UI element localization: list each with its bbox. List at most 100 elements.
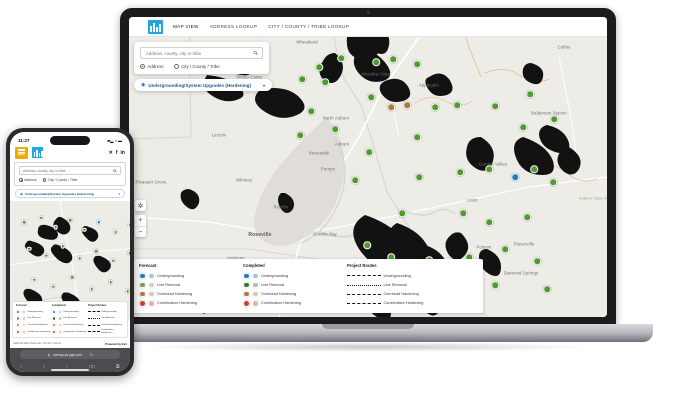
phone-chevron-down-icon[interactable]: ▾ (118, 191, 120, 196)
phone-map-project-marker[interactable] (67, 217, 73, 223)
map-project-marker[interactable] (387, 103, 395, 111)
phone-search-input[interactable] (23, 168, 109, 173)
social-links[interactable]: ✕ f in (109, 150, 125, 156)
phone-map-project-marker[interactable] (125, 289, 130, 294)
map-project-marker[interactable] (501, 245, 509, 253)
phone-map-project-marker[interactable] (31, 277, 37, 282)
phone-map-project-marker[interactable] (60, 243, 66, 249)
legend-row[interactable]: Line Removal (347, 280, 477, 289)
phone-map-project-marker[interactable] (89, 286, 94, 292)
phone-map-project-marker[interactable] (113, 229, 118, 235)
map-project-marker[interactable] (530, 165, 538, 173)
tabs-icon[interactable]: ⧉ (115, 363, 120, 370)
phone-pge-logo-icon[interactable] (32, 147, 43, 158)
map-project-marker[interactable] (372, 58, 380, 66)
share-icon[interactable]: ↑ (65, 363, 69, 370)
map-project-marker[interactable] (367, 93, 375, 101)
map-project-marker[interactable] (363, 241, 371, 249)
phone-map-project-marker[interactable] (50, 284, 56, 289)
map-project-marker[interactable] (415, 173, 423, 181)
legend-row[interactable]: Overhead Hardening (243, 290, 347, 299)
search-icon[interactable] (253, 50, 258, 56)
phone-browser-toolbar[interactable]: ‹ › ↑ □□ ⧉ (10, 361, 130, 372)
search-input[interactable] (146, 50, 248, 56)
map-project-marker[interactable] (321, 78, 329, 86)
radio-city-dot[interactable] (173, 64, 179, 69)
phone-map-project-marker[interactable] (127, 222, 130, 228)
nav-address-lookup[interactable]: ADDRESS LOOKUP (209, 24, 258, 29)
map-project-marker[interactable] (485, 218, 493, 226)
phone-legend-row[interactable]: Overhead Hardening (16, 322, 52, 329)
phone-map-project-marker[interactable] (108, 279, 114, 285)
map-project-marker[interactable] (485, 165, 493, 173)
pge-logo-icon[interactable] (148, 20, 163, 34)
phone-legend-row[interactable]: Overhead Hardening (88, 322, 124, 329)
phone-legend-row[interactable]: Line Removal (16, 315, 52, 322)
locate-icon[interactable]: ✲ (137, 202, 144, 210)
phone-map-project-marker[interactable] (127, 251, 130, 256)
nav-map-view[interactable]: MAP VIEW (173, 24, 199, 29)
map-project-marker[interactable] (331, 125, 339, 133)
facebook-icon[interactable]: f (115, 149, 118, 156)
bookmarks-icon[interactable]: □□ (89, 363, 96, 370)
phone-map-project-marker[interactable] (77, 255, 82, 261)
map-project-marker[interactable] (523, 213, 531, 221)
zoom-controls[interactable]: + − (135, 215, 146, 237)
legend-row[interactable]: Undergrounding (139, 271, 243, 280)
map-project-marker[interactable] (298, 75, 306, 83)
phone-map-project-marker[interactable] (70, 274, 75, 280)
legend-row[interactable]: Line Removal (243, 280, 347, 289)
phone-map-project-marker[interactable] (110, 258, 116, 263)
map-project-marker[interactable] (413, 133, 421, 141)
radio-city-county-tribe[interactable]: City / County / Tribe (173, 64, 220, 69)
phone-legend-row[interactable]: Undergrounding (52, 309, 88, 316)
map-project-marker[interactable] (413, 60, 421, 68)
phone-legend-row[interactable]: Undergrounding (88, 309, 124, 316)
legend-row[interactable]: Undergrounding (347, 271, 477, 280)
map-project-marker[interactable] (519, 123, 527, 131)
phone-layer-filter-dropdown[interactable]: ◉ Undergrounding/System Upgrades (Harden… (15, 189, 125, 198)
map-project-marker[interactable] (550, 115, 558, 123)
phone-legend-row[interactable]: Overhead Hardening (52, 322, 88, 329)
phone-radio-city-dot[interactable] (42, 178, 47, 182)
map-project-marker[interactable] (398, 209, 406, 217)
map-project-marker[interactable] (307, 107, 315, 115)
phone-radio-city[interactable]: City / County / Tribe (42, 178, 77, 182)
phone-map-project-marker[interactable] (94, 248, 99, 254)
map-project-marker[interactable] (533, 257, 541, 265)
phone-map-project-marker[interactable] (38, 215, 44, 220)
map-project-marker[interactable] (403, 101, 411, 109)
map-project-marker[interactable] (337, 54, 345, 62)
map-project-marker[interactable] (549, 178, 557, 186)
layer-filter-dropdown[interactable]: ◉ Undergrounding/System Upgrades (Harden… (134, 79, 272, 91)
phone-map-project-marker[interactable] (82, 227, 87, 232)
map-project-marker[interactable] (365, 148, 373, 156)
map-project-marker[interactable] (389, 55, 397, 63)
nav-city-county-tribe-lookup[interactable]: CITY / COUNTY / TRIBE LOOKUP (268, 24, 350, 29)
phone-search-row[interactable] (19, 166, 121, 175)
map-project-marker[interactable] (511, 173, 519, 181)
map-project-marker[interactable] (351, 176, 359, 184)
phone-search-icon[interactable] (113, 168, 117, 173)
zoom-in-button[interactable]: + (138, 217, 143, 224)
legend-row[interactable]: Overhead Hardening (139, 290, 243, 299)
map-project-marker[interactable] (543, 285, 551, 293)
map-project-marker[interactable] (491, 102, 499, 110)
phone-map-canvas[interactable] (10, 201, 130, 320)
legend-row[interactable]: Combination Hardening (139, 299, 243, 308)
legend-row[interactable]: Undergrounding (243, 271, 347, 280)
linkedin-icon[interactable]: in (120, 149, 125, 156)
phone-legend-row[interactable]: Combination Hardening (88, 328, 124, 335)
phone-map-project-marker[interactable] (96, 220, 102, 225)
forward-icon[interactable]: › (43, 363, 45, 370)
map-project-marker[interactable] (453, 101, 461, 109)
x-icon[interactable]: ✕ (108, 149, 113, 156)
locate-control[interactable]: ✲ (135, 200, 146, 211)
phone-map-project-marker[interactable] (43, 253, 49, 259)
legend-row[interactable]: Combination Hardening (243, 299, 347, 308)
phone-radio-address[interactable]: Address (19, 178, 37, 182)
phone-legend-row[interactable]: Line Removal (52, 315, 88, 322)
phone-legend-row[interactable]: Combination Hardening (52, 328, 88, 335)
legend-row[interactable]: Overhead Hardening (347, 290, 477, 299)
radio-address[interactable]: Address (140, 64, 164, 69)
